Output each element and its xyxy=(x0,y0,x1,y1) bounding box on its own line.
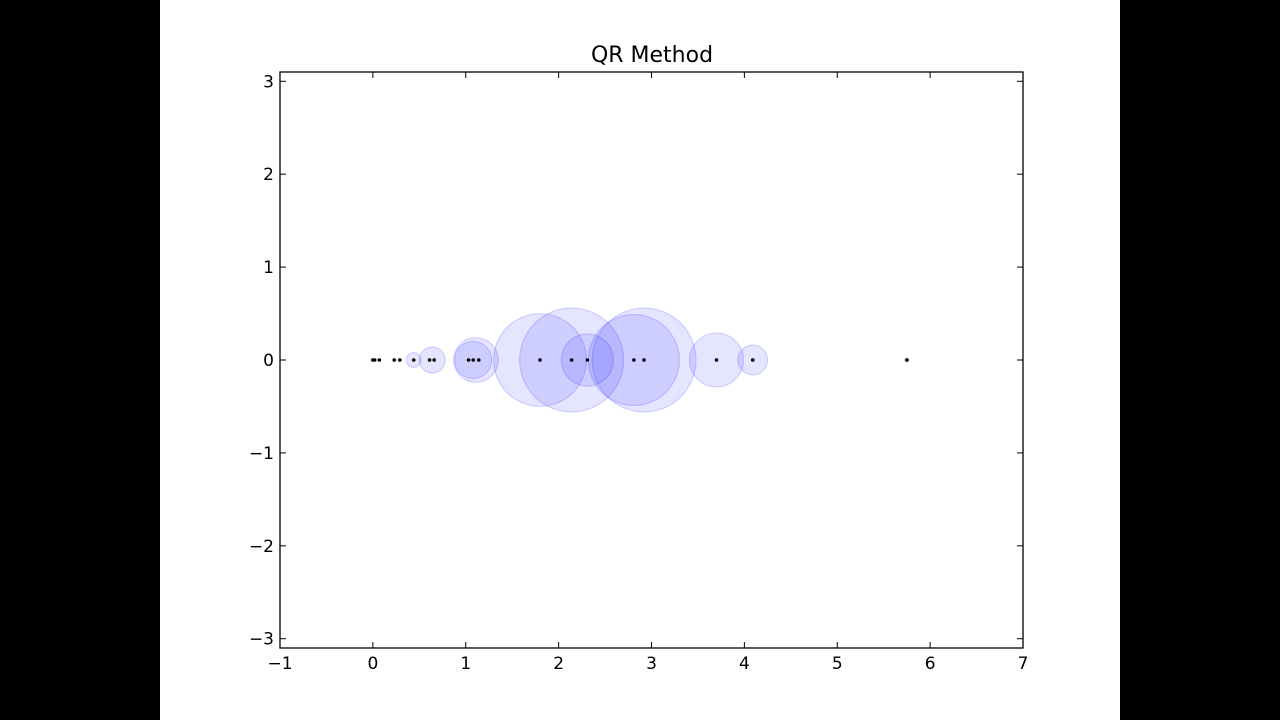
x-tick-label: 5 xyxy=(832,654,843,674)
x-tick-label: 0 xyxy=(367,654,378,674)
eigenvalue-point xyxy=(476,358,481,362)
eigenvalue-point xyxy=(377,358,382,362)
y-tick-label: 3 xyxy=(263,72,274,92)
eigenvalue-point xyxy=(372,358,377,362)
x-axis: −1 0 1 2 3 4 5 6 7 xyxy=(267,72,1028,674)
eigenvalue-point xyxy=(432,358,436,362)
eigenvalue-point xyxy=(466,358,471,362)
chart-title: QR Method xyxy=(591,43,713,68)
y-tick-label: 1 xyxy=(263,258,274,278)
x-tick-label: 1 xyxy=(460,654,471,674)
eigenvalue-point xyxy=(538,358,542,362)
x-tick-label: 2 xyxy=(553,654,564,674)
eigenvalue-point xyxy=(905,358,909,362)
eigenvalue-point xyxy=(750,358,755,362)
gershgorin-disc xyxy=(418,346,446,374)
y-tick-label: −2 xyxy=(249,537,274,557)
eigenvalue-point xyxy=(642,358,646,362)
figure-canvas: QR Method −1 0 1 2 3 4 5 6 7 3 2 1 0 −1 −2 −3 xyxy=(160,0,1120,720)
y-axis: 3 2 1 0 −1 −2 −3 xyxy=(249,72,1023,650)
eigenvalue-point xyxy=(569,358,574,362)
eigenvalue-point xyxy=(392,358,397,362)
plot-svg: QR Method −1 0 1 2 3 4 5 6 7 3 2 1 0 −1 −2 −3 xyxy=(249,43,1028,674)
x-tick-label: 3 xyxy=(646,654,657,674)
x-tick-label: 4 xyxy=(739,654,750,674)
y-tick-label: 2 xyxy=(263,165,274,185)
eigenvalue-point xyxy=(471,358,475,362)
eigenvalue-point xyxy=(398,358,402,362)
eigenvalue-points-layer xyxy=(371,358,909,362)
x-tick-label: −1 xyxy=(267,654,292,674)
eigenvalue-point xyxy=(714,358,719,362)
x-tick-label: 7 xyxy=(1018,654,1029,674)
y-tick-label: 0 xyxy=(263,351,274,371)
eigenvalue-point xyxy=(427,358,432,362)
gershgorin-disc xyxy=(453,337,499,383)
eigenvalue-point xyxy=(632,358,636,362)
disc-layer xyxy=(405,307,910,413)
x-tick-label: 6 xyxy=(925,654,936,674)
eigenvalue-point xyxy=(585,358,590,362)
y-tick-label: −3 xyxy=(249,630,274,650)
eigenvalue-point xyxy=(411,358,416,362)
y-tick-label: −1 xyxy=(249,444,274,464)
